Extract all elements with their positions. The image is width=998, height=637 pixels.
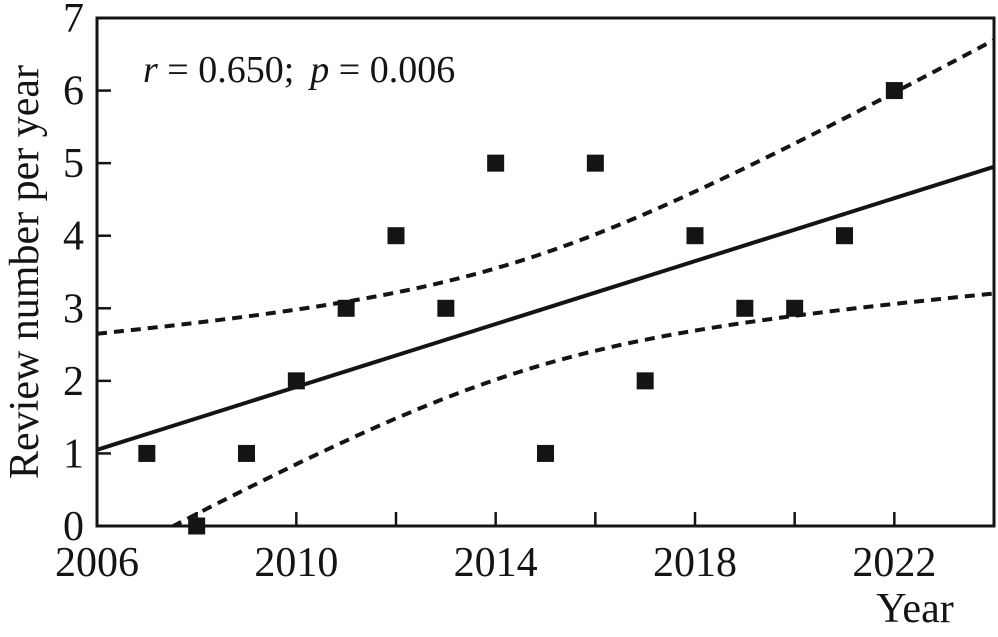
data-point [885,82,903,100]
y-axis-ticks [97,89,111,455]
data-point [337,299,355,317]
regression-line [97,164,994,452]
x-tick-label: 2014 [454,540,538,586]
data-point [537,444,554,462]
data-point [736,299,754,317]
x-axis-ticks [195,512,896,526]
data-point [686,227,704,245]
x-axis-tick-labels: 2006 2010 2014 2018 2022 [55,540,936,586]
x-tick-label: 2006 [55,540,139,586]
r-symbol: r [143,49,158,91]
y-tick-label: 3 [63,286,84,332]
data-point [636,372,654,390]
r-value: = 0.650; [158,49,295,91]
y-tick-label: 2 [63,359,84,405]
data-point [287,372,305,390]
data-point [786,299,804,317]
data-point [487,154,505,172]
y-tick-label: 1 [63,431,84,477]
fit-layer [97,38,994,526]
x-axis-title: Year [876,586,953,632]
y-tick-label: 7 [63,0,84,42]
x-tick-label: 2010 [254,540,338,586]
data-point [387,227,405,245]
p-symbol: p [307,49,329,91]
y-tick-label: 5 [63,141,84,187]
y-axis-tick-labels: 0 1 2 3 4 5 6 7 [63,0,84,550]
data-point [238,444,255,462]
y-tick-label: 4 [63,214,84,260]
upper-confidence-band [97,38,994,336]
correlation-annotation: r = 0.650; p = 0.006 [143,49,455,91]
data-point [138,444,156,462]
data-point [586,154,604,172]
p-value: = 0.006 [329,49,455,91]
y-tick-label: 6 [63,69,84,115]
scatter-points [138,82,903,535]
data-point [836,227,853,245]
y-tick-label: 0 [63,504,84,550]
plot-frame [95,16,996,528]
y-axis-title: Review number per year [2,65,48,479]
x-tick-label: 2022 [852,540,936,586]
x-tick-label: 2018 [653,540,737,586]
data-point [437,299,455,317]
